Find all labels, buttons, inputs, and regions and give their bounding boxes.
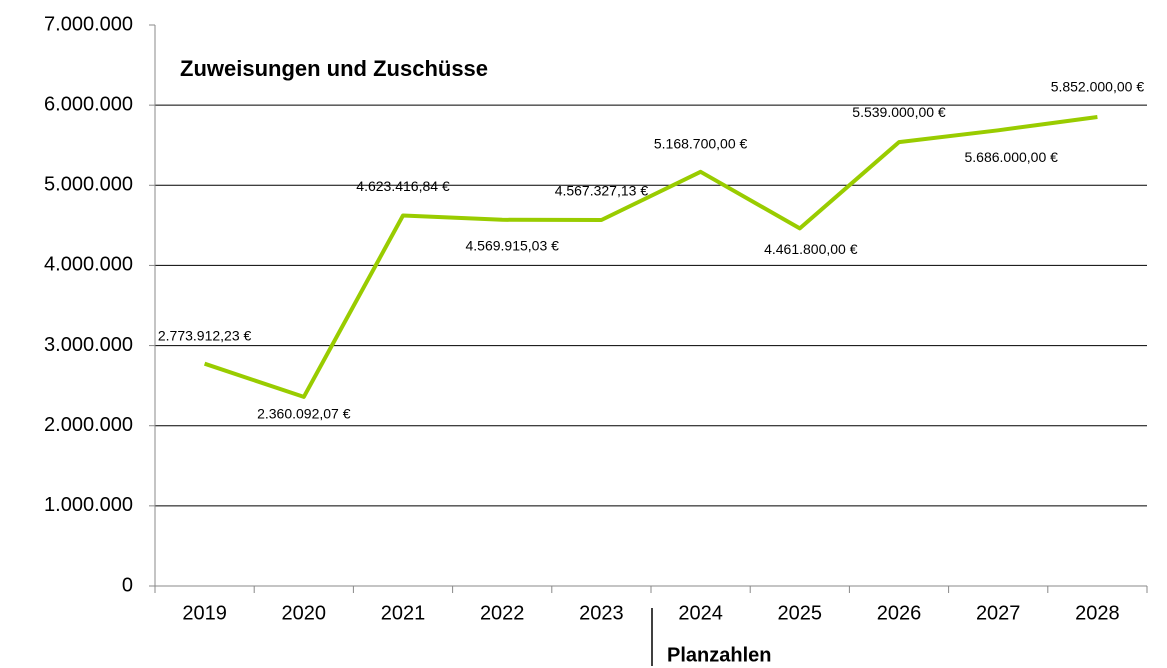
- data-label: 4.623.416,84 €: [356, 178, 450, 194]
- x-tick-label: 2020: [282, 602, 327, 624]
- data-label: 2.773.912,23 €: [158, 327, 252, 343]
- y-tick-label: 0: [122, 574, 133, 596]
- y-tick-label: 2.000.000: [44, 414, 133, 436]
- data-label: 5.539.000,00 €: [852, 104, 946, 120]
- x-tick-label: 2019: [182, 602, 227, 624]
- x-tick-label: 2027: [976, 602, 1021, 624]
- y-tick-label: 7.000.000: [44, 13, 133, 35]
- y-tick-label: 1.000.000: [44, 494, 133, 516]
- annotation: Planzahlen: [667, 644, 771, 666]
- y-tick-label: 5.000.000: [44, 174, 133, 196]
- data-label: 5.686.000,00 €: [964, 149, 1058, 165]
- x-tick-label: 2025: [778, 602, 823, 624]
- y-tick-label: 6.000.000: [44, 93, 133, 115]
- data-label: 5.168.700,00 €: [654, 135, 748, 151]
- data-label: 4.567.327,13 €: [555, 183, 649, 199]
- y-tick-label: 4.000.000: [44, 254, 133, 276]
- line-series: [203, 115, 1098, 399]
- y-tick-label: 3.000.000: [44, 334, 133, 356]
- x-tick-label: 2028: [1075, 602, 1120, 624]
- data-label: 4.461.800,00 €: [764, 241, 858, 257]
- data-label: 5.852.000,00 €: [1051, 79, 1145, 95]
- x-tick-label: 2023: [579, 602, 624, 624]
- data-label: 4.569.915,03 €: [465, 237, 559, 253]
- x-tick-label: 2022: [480, 602, 525, 624]
- x-tick-label: 2021: [381, 602, 426, 624]
- x-tick-label: 2024: [678, 602, 723, 624]
- data-label: 2.360.092,07 €: [257, 406, 351, 422]
- chart-title: Zuweisungen und Zuschüsse: [180, 56, 488, 81]
- x-tick-label: 2026: [877, 602, 922, 624]
